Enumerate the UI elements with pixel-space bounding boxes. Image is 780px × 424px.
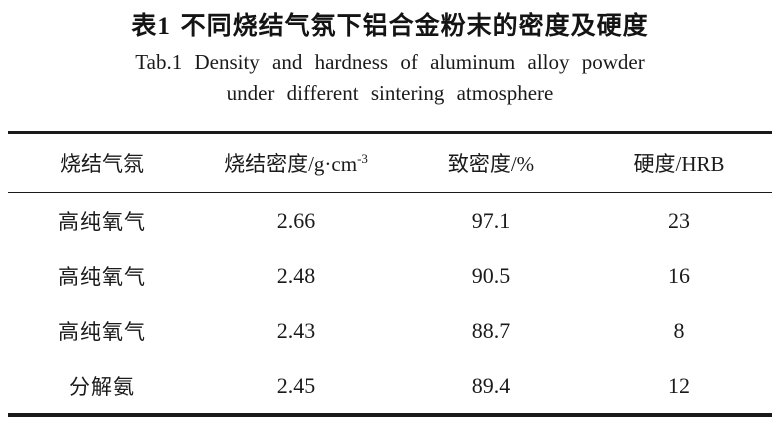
cell-atmosphere: 高纯氧气 [58, 319, 146, 344]
table-row: 高纯氧气 2.48 90.5 16 [8, 248, 772, 303]
caption-english-line1: Tab.1 Density and hardness of aluminum a… [135, 50, 645, 74]
table-caption: 表1 不同烧结气氛下铝合金粉末的密度及硬度 Tab.1 Density and … [0, 0, 780, 109]
cell-sintered-density: 2.45 [276, 372, 316, 398]
column-header-relative-density-unit: /% [510, 152, 535, 176]
table-body: 高纯氧气 2.66 97.1 23 高纯氧气 2.48 90.5 16 高纯氧气… [8, 193, 772, 415]
column-header-sintered-density-superscript: -3 [357, 151, 368, 166]
caption-chinese: 表1 不同烧结气氛下铝合金粉末的密度及硬度 [0, 6, 780, 47]
cell-sintered-density: 2.48 [276, 262, 316, 288]
table-header: 烧结气氛 烧结密度/g·cm-3 致密度/% 硬度/HRB [8, 132, 772, 193]
column-header-atmosphere: 烧结气氛 [8, 133, 196, 193]
column-header-relative-density: 致密度/% [396, 133, 586, 193]
cell-hardness: 12 [668, 372, 690, 398]
column-header-hardness-unit: /HRB [675, 152, 725, 176]
cell-hardness: 23 [668, 207, 690, 233]
column-header-sintered-density: 烧结密度/g·cm-3 [196, 133, 396, 193]
caption-english: Tab.1 Density and hardness of aluminum a… [0, 47, 780, 109]
cell-relative-density: 88.7 [471, 317, 511, 343]
column-header-hardness-label: 硬度 [633, 152, 676, 176]
column-header-hardness: 硬度/HRB [586, 133, 772, 193]
table-row: 分解氨 2.45 89.4 12 [8, 358, 772, 415]
data-table: 烧结气氛 烧结密度/g·cm-3 致密度/% 硬度/HRB 高纯氧气 [8, 131, 772, 417]
cell-sintered-density: 2.43 [276, 317, 316, 343]
table-container: 烧结气氛 烧结密度/g·cm-3 致密度/% 硬度/HRB 高纯氧气 [8, 131, 772, 417]
caption-chinese-title: 不同烧结气氛下铝合金粉末的密度及硬度 [180, 11, 649, 40]
cell-atmosphere: 高纯氧气 [58, 209, 146, 234]
cell-relative-density: 97.1 [471, 207, 511, 233]
cell-atmosphere: 分解氨 [69, 374, 135, 399]
cell-relative-density: 89.4 [471, 372, 511, 398]
cell-relative-density: 90.5 [471, 262, 511, 288]
cell-hardness: 16 [668, 262, 690, 288]
cell-sintered-density: 2.66 [276, 207, 316, 233]
caption-chinese-label: 表1 [131, 13, 171, 40]
table-row: 高纯氧气 2.66 97.1 23 [8, 193, 772, 249]
table-header-row: 烧结气氛 烧结密度/g·cm-3 致密度/% 硬度/HRB [8, 132, 772, 193]
column-header-sintered-density-label: 烧结密度 [224, 152, 309, 176]
caption-english-line2: under different sintering atmosphere [226, 81, 554, 105]
column-header-relative-density-label: 致密度 [447, 152, 511, 176]
column-header-sintered-density-unit: /g·cm [308, 152, 358, 176]
cell-hardness: 8 [673, 317, 685, 343]
column-header-atmosphere-label: 烧结气氛 [60, 152, 144, 176]
table-row: 高纯氧气 2.43 88.7 8 [8, 303, 772, 358]
cell-atmosphere: 高纯氧气 [58, 264, 146, 289]
